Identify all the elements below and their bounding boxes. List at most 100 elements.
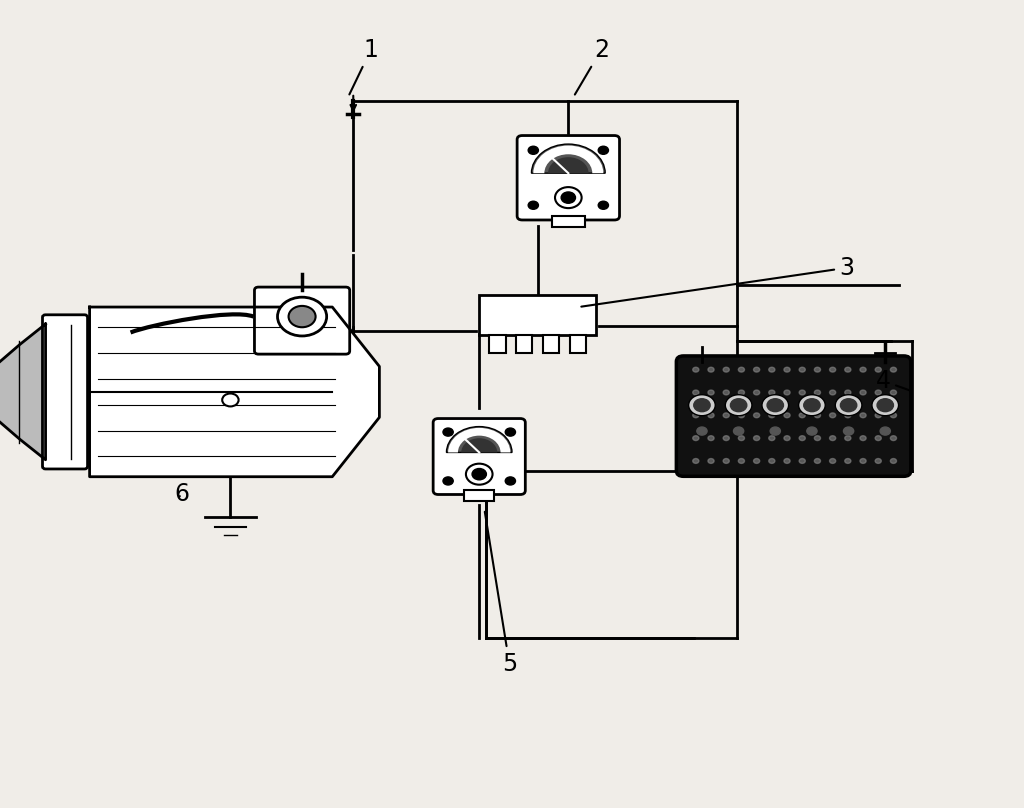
- Circle shape: [799, 459, 805, 463]
- Circle shape: [814, 436, 820, 440]
- Circle shape: [845, 436, 851, 440]
- Bar: [479, 295, 596, 335]
- Circle shape: [222, 393, 239, 406]
- Circle shape: [754, 413, 760, 418]
- Circle shape: [799, 413, 805, 418]
- Circle shape: [730, 398, 746, 411]
- Circle shape: [845, 390, 851, 395]
- Wedge shape: [461, 438, 498, 452]
- Text: 6: 6: [174, 482, 189, 506]
- Circle shape: [692, 413, 699, 418]
- Bar: [516, 335, 532, 353]
- Circle shape: [466, 464, 493, 485]
- FancyBboxPatch shape: [42, 315, 87, 469]
- Polygon shape: [0, 324, 45, 460]
- Bar: [489, 335, 506, 353]
- Circle shape: [723, 390, 729, 395]
- Circle shape: [738, 413, 744, 418]
- Circle shape: [555, 187, 582, 208]
- Circle shape: [860, 413, 866, 418]
- Circle shape: [692, 390, 699, 395]
- Circle shape: [738, 390, 744, 395]
- FancyBboxPatch shape: [676, 356, 911, 477]
- Circle shape: [692, 436, 699, 440]
- Circle shape: [804, 398, 820, 411]
- Circle shape: [860, 436, 866, 440]
- Circle shape: [814, 413, 820, 418]
- Circle shape: [769, 413, 775, 418]
- Circle shape: [598, 201, 608, 209]
- Circle shape: [694, 398, 711, 411]
- Circle shape: [814, 367, 820, 372]
- Circle shape: [708, 390, 714, 395]
- Circle shape: [799, 436, 805, 440]
- Circle shape: [836, 394, 862, 415]
- Circle shape: [738, 459, 744, 463]
- Bar: [552, 216, 585, 227]
- Circle shape: [814, 459, 820, 463]
- Circle shape: [860, 459, 866, 463]
- Circle shape: [769, 436, 775, 440]
- Bar: [465, 490, 494, 501]
- Circle shape: [505, 477, 515, 485]
- Circle shape: [784, 413, 791, 418]
- Circle shape: [723, 436, 729, 440]
- Circle shape: [799, 367, 805, 372]
- Circle shape: [688, 394, 715, 415]
- Circle shape: [738, 367, 744, 372]
- Circle shape: [472, 469, 486, 480]
- Circle shape: [769, 459, 775, 463]
- Circle shape: [829, 367, 836, 372]
- Circle shape: [561, 192, 575, 204]
- Circle shape: [799, 390, 805, 395]
- FancyBboxPatch shape: [433, 419, 525, 494]
- Circle shape: [443, 428, 454, 436]
- Circle shape: [754, 367, 760, 372]
- Circle shape: [784, 459, 791, 463]
- Circle shape: [860, 390, 866, 395]
- Circle shape: [891, 390, 897, 395]
- Circle shape: [872, 394, 899, 415]
- Text: 3: 3: [582, 255, 855, 307]
- Circle shape: [528, 146, 539, 154]
- Circle shape: [881, 427, 891, 435]
- Circle shape: [725, 394, 752, 415]
- Circle shape: [754, 436, 760, 440]
- Wedge shape: [446, 427, 512, 452]
- Circle shape: [289, 306, 315, 327]
- Circle shape: [891, 459, 897, 463]
- Circle shape: [829, 459, 836, 463]
- Wedge shape: [534, 145, 603, 173]
- Circle shape: [696, 427, 707, 435]
- Circle shape: [738, 436, 744, 440]
- Circle shape: [891, 413, 897, 418]
- Circle shape: [692, 367, 699, 372]
- Circle shape: [814, 390, 820, 395]
- Circle shape: [505, 428, 515, 436]
- Circle shape: [528, 201, 539, 209]
- Bar: [543, 335, 559, 353]
- Circle shape: [891, 367, 897, 372]
- FancyBboxPatch shape: [254, 287, 350, 354]
- Wedge shape: [449, 428, 510, 452]
- Circle shape: [784, 390, 791, 395]
- Circle shape: [443, 477, 454, 485]
- Text: 1: 1: [349, 37, 379, 95]
- Circle shape: [784, 436, 791, 440]
- Wedge shape: [531, 144, 605, 173]
- Circle shape: [845, 459, 851, 463]
- Circle shape: [769, 390, 775, 395]
- Circle shape: [754, 390, 760, 395]
- Circle shape: [762, 394, 788, 415]
- Circle shape: [708, 413, 714, 418]
- Circle shape: [754, 459, 760, 463]
- Wedge shape: [548, 158, 589, 173]
- Circle shape: [876, 413, 882, 418]
- Text: 2: 2: [574, 37, 609, 95]
- Circle shape: [860, 367, 866, 372]
- Circle shape: [876, 459, 882, 463]
- Circle shape: [769, 367, 775, 372]
- Circle shape: [876, 436, 882, 440]
- Circle shape: [877, 398, 893, 411]
- Circle shape: [844, 427, 854, 435]
